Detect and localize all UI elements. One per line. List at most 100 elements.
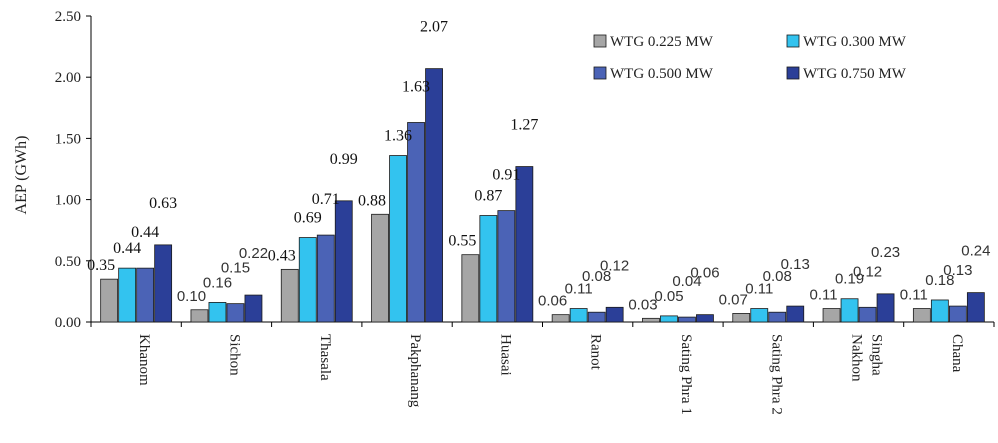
x-tick-label: Pakphanang bbox=[407, 334, 423, 408]
data-label: 0.06 bbox=[690, 265, 719, 282]
data-label: 0.08 bbox=[582, 268, 611, 285]
data-label: 0.24 bbox=[961, 243, 990, 260]
bar bbox=[605, 306, 624, 323]
data-label: 0.12 bbox=[853, 263, 882, 280]
data-label: 0.04 bbox=[672, 273, 701, 290]
data-label: 1.63 bbox=[402, 78, 430, 95]
bar bbox=[912, 308, 931, 323]
bar bbox=[100, 278, 119, 323]
legend-swatch bbox=[786, 34, 800, 48]
legend: WTG 0.225 MW WTG 0.300 MW WTG 0.500 MW WTG … bbox=[593, 34, 907, 82]
x-tick-labels: Khanom Sichon Thasala Pakphanang Huasai Ranot… bbox=[136, 334, 965, 415]
y-tick-label: 1.00 bbox=[55, 193, 81, 209]
data-label: 0.44 bbox=[113, 240, 141, 257]
data-label: 0.03 bbox=[628, 296, 657, 313]
bar bbox=[244, 294, 263, 323]
data-label: 0.11 bbox=[900, 287, 928, 304]
y-tick-label: 2.00 bbox=[55, 70, 81, 86]
x-tick-label: Singha bbox=[869, 334, 885, 376]
legend-label: WTG 0.225 MW bbox=[610, 34, 714, 50]
data-label: 0.88 bbox=[358, 192, 386, 209]
data-label: 1.36 bbox=[384, 128, 412, 145]
data-label: 1.27 bbox=[510, 117, 538, 134]
bar bbox=[750, 308, 769, 323]
x-tick-label: Nakhon bbox=[849, 334, 865, 382]
bar bbox=[948, 305, 967, 323]
data-label: 0.10 bbox=[177, 288, 206, 305]
data-label: 0.71 bbox=[312, 191, 340, 208]
x-tick-label: Huasai bbox=[497, 334, 513, 376]
bar bbox=[407, 122, 425, 323]
bar bbox=[696, 314, 714, 323]
bar bbox=[642, 317, 660, 323]
data-label: 0.08 bbox=[763, 268, 792, 285]
data-label: 0.44 bbox=[131, 224, 159, 241]
bar bbox=[786, 305, 805, 323]
x-tick-label: Thasala bbox=[317, 334, 333, 381]
bar bbox=[226, 303, 245, 323]
bar bbox=[551, 314, 570, 323]
bar bbox=[461, 254, 480, 323]
bars bbox=[100, 68, 985, 323]
data-label: 0.69 bbox=[294, 210, 322, 227]
x-tick-label: Sating Phra 2 bbox=[768, 334, 784, 415]
bar bbox=[768, 311, 787, 323]
x-tick-label: Sichon bbox=[226, 334, 242, 376]
bar bbox=[190, 309, 209, 323]
data-label: 0.13 bbox=[943, 262, 972, 279]
bar bbox=[316, 234, 335, 323]
bar bbox=[569, 308, 588, 323]
data-label: 0.35 bbox=[87, 257, 115, 274]
y-tick-label: 0.50 bbox=[55, 254, 81, 270]
data-label: 0.15 bbox=[221, 260, 250, 277]
bar bbox=[389, 155, 407, 323]
bar bbox=[118, 267, 137, 323]
bar bbox=[930, 299, 949, 323]
data-label: 0.87 bbox=[474, 188, 502, 205]
bar bbox=[587, 311, 606, 323]
bar bbox=[966, 292, 985, 323]
data-label: 0.63 bbox=[149, 195, 177, 212]
data-label: 0.91 bbox=[492, 167, 520, 184]
bar bbox=[840, 298, 859, 323]
bar bbox=[876, 293, 895, 323]
bar bbox=[298, 237, 317, 323]
bar bbox=[858, 306, 877, 323]
legend-label: WTG 0.750 MW bbox=[803, 66, 907, 82]
bar bbox=[732, 313, 751, 323]
bar bbox=[334, 200, 353, 323]
data-label: 0.18 bbox=[925, 272, 954, 289]
bar bbox=[136, 267, 155, 323]
data-label: 0.11 bbox=[745, 281, 773, 298]
legend-swatch bbox=[593, 34, 607, 48]
x-tick-label: Sating Phra 1 bbox=[678, 334, 694, 415]
data-label: 0.11 bbox=[810, 287, 838, 304]
legend-label: WTG 0.300 MW bbox=[803, 34, 907, 50]
y-tick-label: 0.00 bbox=[55, 315, 81, 331]
x-tick-label: Ranot bbox=[588, 334, 604, 371]
data-label: 0.07 bbox=[719, 291, 748, 308]
y-tick-label: 1.50 bbox=[55, 131, 81, 147]
bar bbox=[822, 308, 841, 323]
bar bbox=[371, 213, 389, 323]
data-label: 0.43 bbox=[268, 247, 296, 264]
bar bbox=[280, 268, 299, 323]
bar bbox=[497, 210, 516, 323]
data-label: 0.22 bbox=[239, 245, 268, 262]
legend-swatch bbox=[593, 66, 607, 80]
data-label: 0.19 bbox=[835, 271, 864, 288]
bar bbox=[678, 316, 696, 323]
data-label: 0.99 bbox=[330, 151, 358, 168]
data-label: 0.16 bbox=[203, 274, 232, 291]
data-label: 0.11 bbox=[565, 281, 593, 298]
bar bbox=[660, 315, 678, 323]
data-labels: 0.350.440.440.630.100.160.150.22 0.430.69… bbox=[87, 19, 990, 314]
bar bbox=[208, 302, 227, 323]
legend-swatch bbox=[786, 66, 800, 80]
y-tick-label: 2.50 bbox=[55, 9, 81, 25]
x-tick-label: Chana bbox=[949, 334, 965, 373]
data-label: 0.06 bbox=[538, 293, 567, 310]
data-label: 0.12 bbox=[600, 257, 629, 274]
data-label: 2.07 bbox=[420, 19, 448, 36]
